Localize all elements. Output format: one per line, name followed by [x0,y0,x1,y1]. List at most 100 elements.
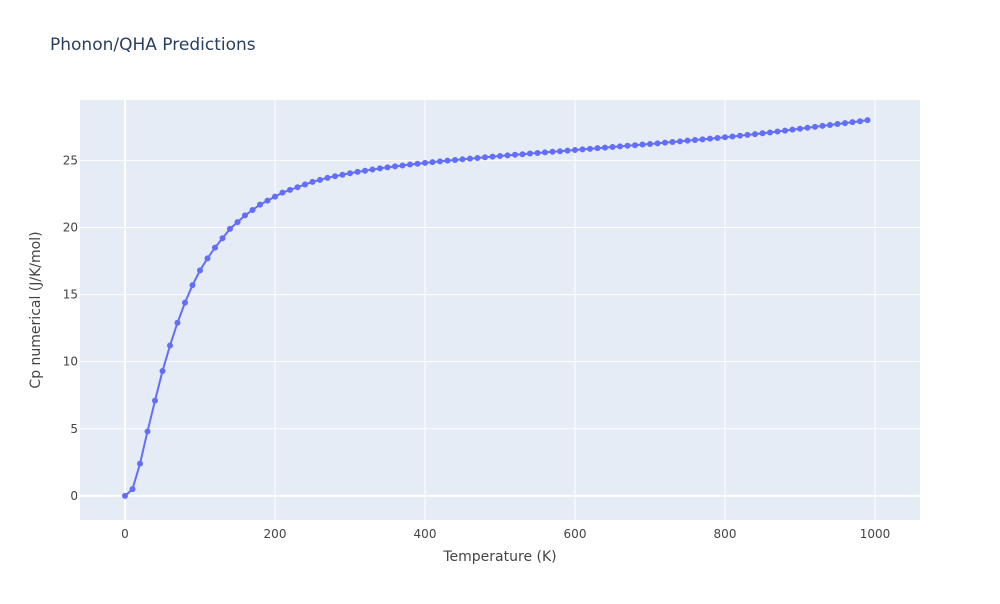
y-tick-label: 15 [63,288,78,302]
data-point [392,163,398,170]
x-tick-label: 600 [564,527,587,541]
data-point [602,144,608,151]
data-point [362,167,368,174]
data-point [272,193,278,200]
data-point [452,156,458,163]
data-point [482,154,488,161]
data-point [122,492,128,499]
data-point [414,160,421,167]
data-point [744,131,751,138]
data-point [399,162,406,169]
data-point [714,134,721,141]
data-point [684,137,691,144]
data-point [804,124,811,131]
data-point [339,171,346,178]
plot-background [80,100,920,520]
y-tick-label: 25 [63,153,78,167]
data-point [144,428,151,435]
data-point [692,136,698,143]
data-point [789,126,796,133]
data-point [489,153,496,160]
data-point [204,255,211,262]
data-point [347,170,353,177]
data-point [129,486,136,493]
data-point [774,128,781,135]
data-point [257,201,263,208]
y-tick-label: 10 [63,355,78,369]
data-point [504,152,511,159]
x-tick-label: 1000 [860,527,891,541]
data-point [302,181,308,188]
data-point [519,151,526,158]
data-point [474,154,481,161]
x-tick-label: 800 [714,527,737,541]
x-tick-label: 0 [121,527,129,541]
x-gridlines [124,100,876,520]
data-point [512,151,518,158]
data-point [294,184,301,191]
series-line [124,119,868,497]
y-tick-label: 0 [70,489,78,503]
data-point [212,244,218,251]
data-point [444,157,451,164]
x-tick-labels: 0 200 400 600 800 1000 [121,527,890,541]
data-point [857,118,863,125]
data-point [729,133,736,140]
y-gridlines [80,159,920,497]
data-point [287,186,293,193]
data-point [354,168,361,175]
data-point [677,138,683,145]
data-point [242,212,248,219]
data-point [587,145,593,152]
data-point [639,141,646,148]
x-tick-label: 400 [414,527,437,541]
data-point [189,282,196,289]
data-point [842,120,848,127]
data-point [324,174,331,181]
data-point [579,146,586,153]
data-point [309,178,316,185]
data-point [819,122,826,129]
data-point [557,148,563,155]
data-point [864,117,871,124]
data-point [654,140,661,147]
data-point [812,123,818,130]
y-axis-title: Cp numerical (J/K/mol) [28,231,44,388]
data-point [182,299,188,306]
data-point [617,143,623,150]
data-point [422,159,428,166]
y-tick-label: 20 [63,220,78,234]
data-point [594,145,601,152]
data-point [369,166,376,173]
data-point [459,156,466,163]
data-point [752,131,758,138]
data-point [152,397,158,404]
data-point [227,225,233,232]
data-point [137,460,143,467]
data-point [317,176,323,183]
data-point [624,142,631,149]
data-point [782,127,788,134]
series-markers [122,117,871,499]
data-point [174,319,181,326]
y-tick-label: 5 [70,422,78,436]
data-point [437,158,443,165]
data-point [699,136,706,143]
x-axis-title: Temperature (K) [442,549,556,565]
data-point [707,135,713,142]
data-point [767,129,773,136]
data-point [159,368,166,375]
data-point [249,207,256,214]
data-point [219,235,226,242]
data-point [264,197,271,204]
data-point [429,159,436,166]
data-point [632,142,638,149]
data-point [534,150,541,156]
chart-title: Phonon/QHA Predictions [50,35,256,55]
data-point [647,141,653,148]
data-point [197,267,203,274]
data-point [279,189,286,196]
data-point [827,121,833,128]
data-point [234,219,241,226]
